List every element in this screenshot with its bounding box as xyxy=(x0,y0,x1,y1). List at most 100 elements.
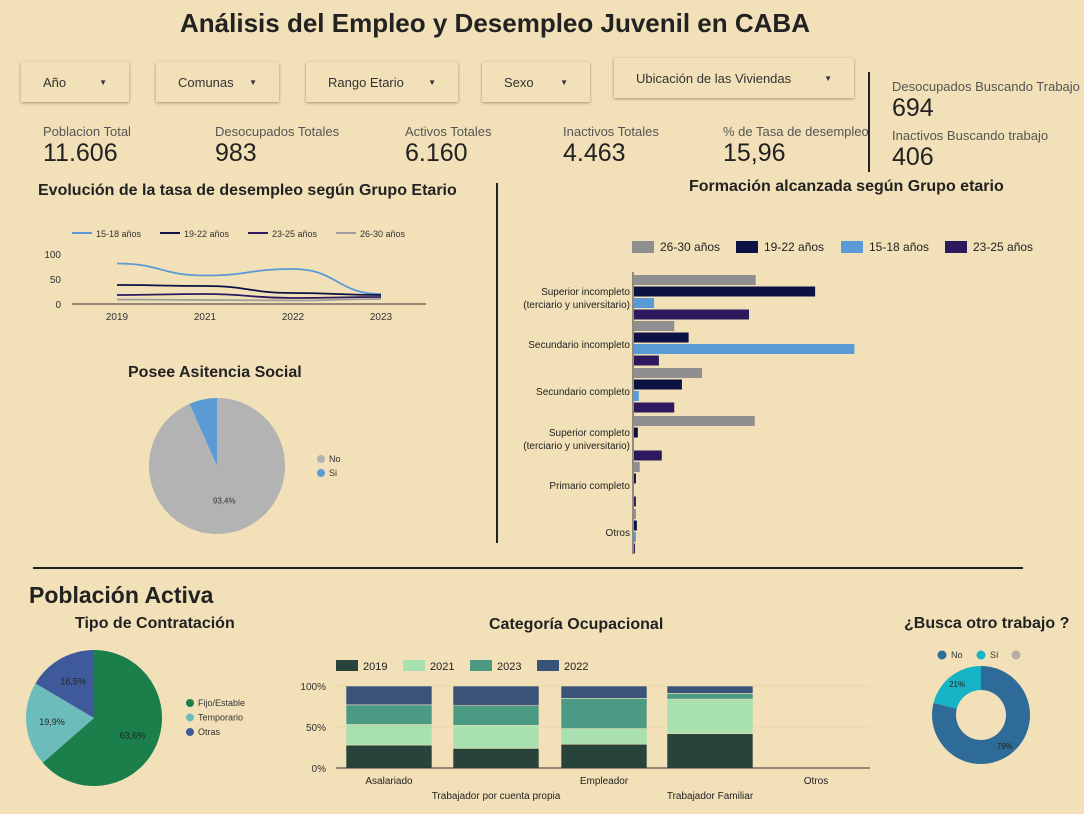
legend-swatch xyxy=(632,241,654,253)
filter-label: Año xyxy=(43,74,67,90)
kpi-label: % de Tasa de desempleo xyxy=(723,124,869,139)
filter-comunas[interactable]: Comunas ▼ xyxy=(156,62,279,102)
slice-label: 21% xyxy=(949,680,965,689)
legend-label: Temporario xyxy=(198,713,243,723)
legend-swatch xyxy=(537,660,559,671)
caret-down-icon: ▼ xyxy=(560,77,568,87)
pie-slice xyxy=(42,650,162,786)
kpi-label: Desocupados Buscando Trabajo xyxy=(892,79,1080,94)
kpi-desocupados-totales: Desocupados Totales 983 xyxy=(215,124,339,168)
legend-swatch xyxy=(736,241,758,253)
legend-dot xyxy=(186,699,194,707)
chart-title-asistencia: Posee Asitencia Social xyxy=(128,364,302,381)
slice-label: 79% xyxy=(997,742,1013,751)
category-label: Otros xyxy=(804,776,828,787)
category-label: Otros xyxy=(606,528,630,539)
caret-down-icon: ▼ xyxy=(99,77,107,87)
legend-swatch xyxy=(403,660,425,671)
stacked-bar-segment xyxy=(560,697,648,729)
legend-label: No xyxy=(951,650,963,660)
category-label: (terciario y universitario) xyxy=(523,441,630,452)
stacked-bar-segment xyxy=(452,685,540,706)
kpi-value: 11.606 xyxy=(43,139,118,167)
pie-slice xyxy=(932,666,1030,764)
filter-ano[interactable]: Año ▼ xyxy=(21,62,129,102)
kpi-value: 983 xyxy=(215,139,257,167)
chart-title-contratacion: Tipo de Contratación xyxy=(75,615,235,632)
bar xyxy=(634,450,662,461)
legend-label: 23-25 años xyxy=(973,240,1033,254)
kpi-poblacion-total: Poblacion Total 11.606 xyxy=(43,124,131,168)
chart-title-busca-otro: ¿Busca otro trabajo ? xyxy=(904,615,1070,632)
category-label: Asalariado xyxy=(365,776,413,787)
caret-down-icon: ▼ xyxy=(249,77,257,87)
stacked-bar-segment xyxy=(666,733,754,769)
legend-label: 26-30 años xyxy=(660,240,720,254)
x-tick-label: 2019 xyxy=(106,312,129,323)
filter-ubicacion-viviendas[interactable]: Ubicación de las Viviendas ▼ xyxy=(614,58,854,98)
legend-label: 2022 xyxy=(564,661,588,673)
slice-label: 93,4% xyxy=(213,497,236,506)
filter-rango-etario[interactable]: Rango Etario ▼ xyxy=(306,62,458,102)
bar xyxy=(634,379,682,390)
legend-label: 15-18 años xyxy=(869,240,929,254)
line-chart-evolucion: 15-18 años 19-22 años 23-25 años 26-30 años… xyxy=(44,229,426,323)
filter-sexo[interactable]: Sexo ▼ xyxy=(482,62,590,102)
y-tick-label: 100% xyxy=(300,682,326,693)
bar xyxy=(634,427,638,438)
series-line xyxy=(116,293,382,299)
legend-swatch xyxy=(945,241,967,253)
kpi-label: Activos Totales xyxy=(405,124,492,139)
legend-swatch xyxy=(336,660,358,671)
stacked-bar-segment xyxy=(345,704,433,725)
stacked-bar-segment xyxy=(345,685,433,706)
chart-title-evolucion: Evolución de la tasa de desempleo según … xyxy=(38,182,457,199)
kpi-tasa-desempleo: % de Tasa de desempleo 15,96 xyxy=(723,124,869,168)
series-line xyxy=(116,262,382,295)
series-line xyxy=(116,284,382,296)
kpi-inactivos-buscando: Inactivos Buscando trabajo 406 xyxy=(892,128,1048,172)
stacked-bar-segment xyxy=(666,693,754,700)
bar xyxy=(634,462,640,472)
legend-label: No xyxy=(329,454,341,464)
bar xyxy=(634,368,703,378)
y-tick-label: 0% xyxy=(312,764,327,775)
bar xyxy=(634,416,755,426)
kpi-inactivos-totales: Inactivos Totales 4.463 xyxy=(563,124,659,168)
legend-dot xyxy=(976,650,986,660)
kpi-label: Desocupados Totales xyxy=(215,124,340,139)
kpi-label: Inactivos Buscando trabajo xyxy=(892,128,1049,143)
vertical-divider xyxy=(496,183,498,543)
filter-label: Sexo xyxy=(504,74,534,90)
kpi-label: Inactivos Totales xyxy=(563,124,659,139)
stacked-bar-segment xyxy=(345,724,433,746)
kpi-value: 4.463 xyxy=(563,139,626,167)
kpi-value: 15,96 xyxy=(723,139,786,167)
kpi-label: Poblacion Total xyxy=(43,124,131,139)
slice-label: 16,5% xyxy=(60,676,86,686)
pie-chart-asistencia: 93,4% No Si xyxy=(149,398,341,534)
stacked-bar-segment xyxy=(560,743,648,769)
category-label: Superior completo xyxy=(549,428,631,439)
legend-dot xyxy=(186,728,194,736)
filter-label: Ubicación de las Viviendas xyxy=(636,70,792,86)
stacked-bar-segment xyxy=(666,698,754,734)
bar xyxy=(634,355,659,366)
legend-label: 2019 xyxy=(363,661,387,673)
bar xyxy=(634,402,675,413)
legend-label: 26-30 años xyxy=(360,229,406,239)
x-tick-label: 2022 xyxy=(282,312,305,323)
horizontal-divider xyxy=(33,567,1023,569)
pie-chart-contratacion: 63,6% Fijo/Estable 19,9% Temporario 16,5% Otr… xyxy=(25,650,245,786)
kpi-value: 6.160 xyxy=(405,139,468,167)
legend-swatch xyxy=(841,241,863,253)
stacked-bar-segment xyxy=(345,744,433,769)
bar xyxy=(634,532,636,542)
bar xyxy=(634,321,675,331)
category-label: Primario completo xyxy=(549,481,630,492)
slice-label: 19,9% xyxy=(39,717,65,727)
y-tick-label: 100 xyxy=(44,250,61,261)
y-tick-label: 50% xyxy=(306,723,326,734)
series-line xyxy=(116,298,382,302)
category-label: (terciario y universitario) xyxy=(523,300,630,311)
